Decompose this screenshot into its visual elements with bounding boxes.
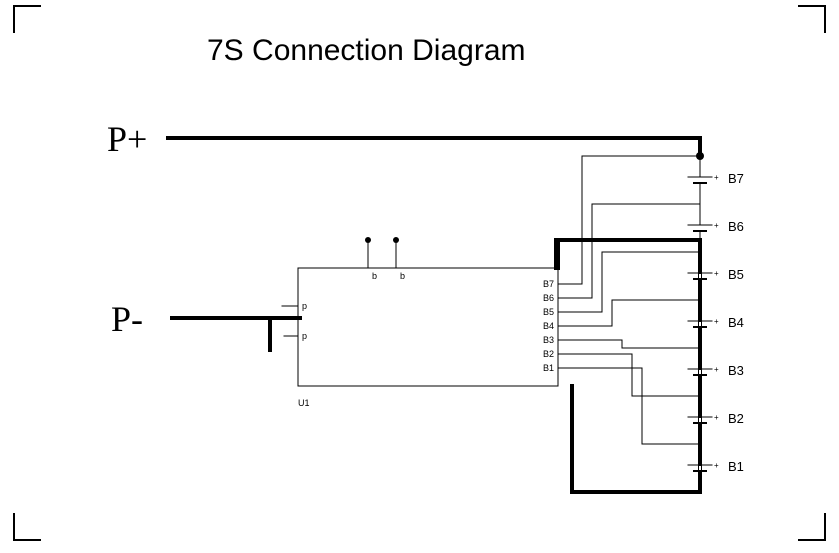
svg-text:b: b bbox=[400, 271, 405, 281]
svg-text:+: + bbox=[714, 365, 719, 374]
svg-text:B7: B7 bbox=[543, 279, 554, 289]
svg-text:B1: B1 bbox=[728, 459, 744, 474]
svg-text:B3: B3 bbox=[543, 335, 554, 345]
svg-text:B4: B4 bbox=[543, 321, 554, 331]
svg-text:B2: B2 bbox=[543, 349, 554, 359]
svg-text:+: + bbox=[714, 269, 719, 278]
svg-text:p: p bbox=[302, 331, 307, 341]
svg-text:+: + bbox=[714, 221, 719, 230]
svg-text:+: + bbox=[714, 461, 719, 470]
diagram-title: 7S Connection Diagram bbox=[207, 34, 526, 68]
svg-text:B6: B6 bbox=[543, 293, 554, 303]
svg-text:B6: B6 bbox=[728, 219, 744, 234]
svg-text:B7: B7 bbox=[728, 171, 744, 186]
svg-text:+: + bbox=[714, 317, 719, 326]
chip-refdes: U1 bbox=[298, 398, 310, 408]
svg-text:B5: B5 bbox=[728, 267, 744, 282]
terminal-p-minus-label: P- bbox=[111, 298, 143, 340]
svg-text:p: p bbox=[302, 301, 307, 311]
svg-text:b: b bbox=[372, 271, 377, 281]
svg-text:B5: B5 bbox=[543, 307, 554, 317]
svg-text:B3: B3 bbox=[728, 363, 744, 378]
svg-text:B1: B1 bbox=[543, 363, 554, 373]
svg-text:+: + bbox=[714, 413, 719, 422]
svg-text:+: + bbox=[714, 173, 719, 182]
svg-text:B4: B4 bbox=[728, 315, 744, 330]
terminal-p-plus-label: P+ bbox=[107, 118, 147, 160]
schematic-canvas: p p b b B7 B6 B5 B4 B3 B2 B1 + B7 + B6 + B5 + B4 + B3 + B2 + B1 bbox=[0, 0, 839, 553]
svg-text:B2: B2 bbox=[728, 411, 744, 426]
